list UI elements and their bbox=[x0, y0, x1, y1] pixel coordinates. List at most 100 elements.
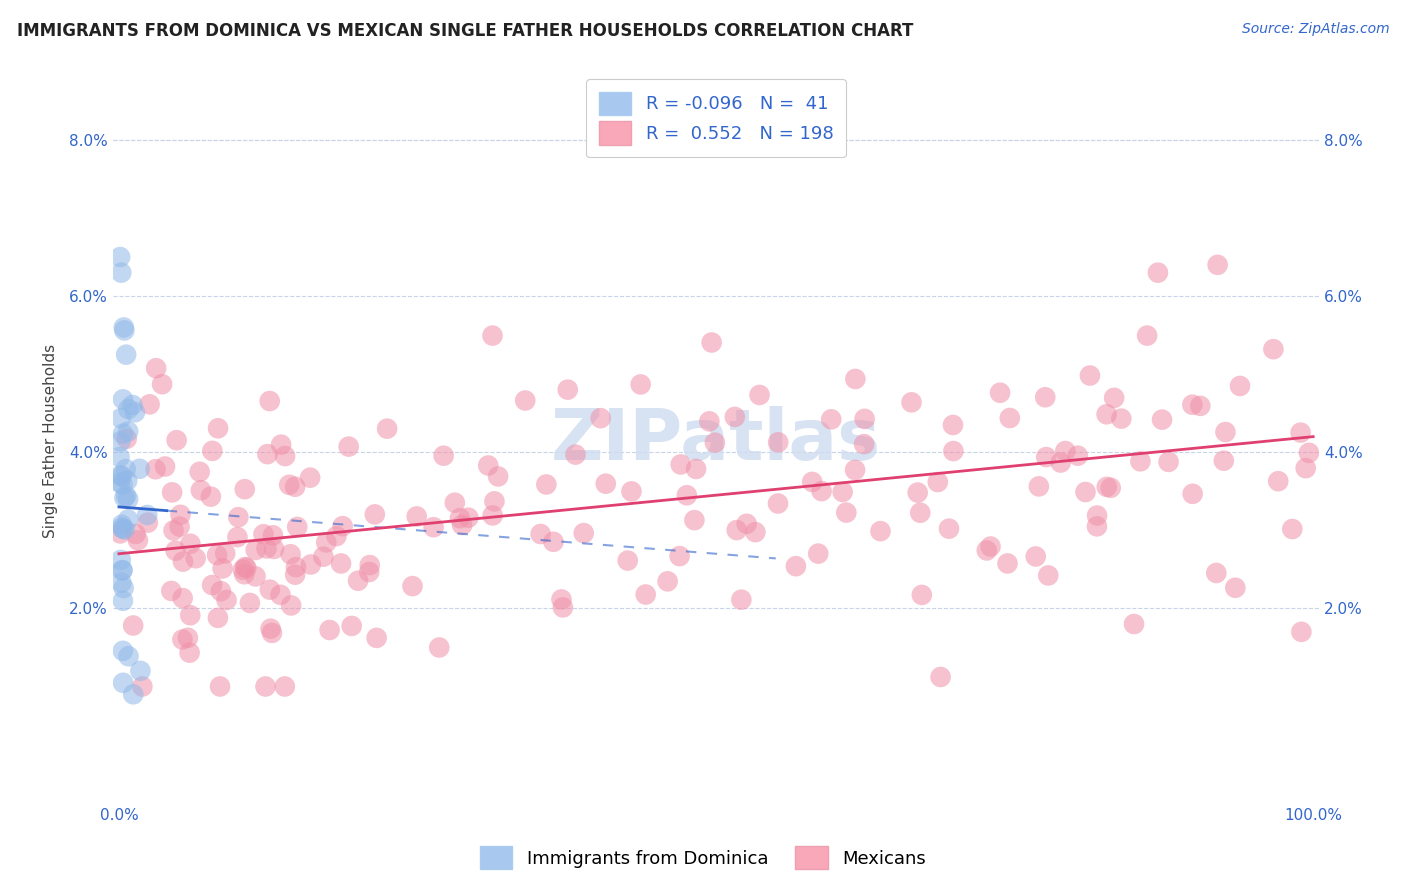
Point bbox=[299, 558, 322, 572]
Point bbox=[111, 563, 134, 577]
Point bbox=[215, 593, 238, 607]
Point bbox=[988, 385, 1011, 400]
Point bbox=[530, 527, 553, 541]
Point bbox=[108, 475, 131, 490]
Point bbox=[315, 535, 337, 549]
Point bbox=[121, 398, 143, 412]
Point bbox=[1189, 399, 1212, 413]
Point bbox=[724, 409, 747, 424]
Point bbox=[1038, 568, 1060, 582]
Point bbox=[179, 537, 201, 551]
Point bbox=[1136, 328, 1159, 343]
Legend: Immigrants from Dominica, Mexicans: Immigrants from Dominica, Mexicans bbox=[471, 838, 935, 879]
Point bbox=[115, 489, 138, 503]
Point bbox=[938, 522, 960, 536]
Point bbox=[1095, 480, 1118, 494]
Point bbox=[208, 680, 231, 694]
Point bbox=[1181, 487, 1204, 501]
Point bbox=[110, 553, 132, 567]
Point bbox=[1085, 508, 1108, 523]
Point bbox=[359, 565, 381, 579]
Point bbox=[630, 377, 652, 392]
Point bbox=[112, 581, 135, 595]
Point bbox=[172, 555, 194, 569]
Point bbox=[1129, 454, 1152, 468]
Point bbox=[188, 465, 211, 479]
Point bbox=[111, 469, 134, 483]
Point bbox=[259, 582, 281, 597]
Point bbox=[274, 449, 297, 463]
Point bbox=[730, 592, 752, 607]
Point bbox=[515, 393, 537, 408]
Point bbox=[744, 525, 766, 540]
Point bbox=[128, 462, 150, 476]
Point bbox=[1028, 479, 1050, 493]
Point bbox=[477, 458, 499, 473]
Point bbox=[233, 482, 256, 496]
Point bbox=[1263, 342, 1285, 356]
Point bbox=[910, 506, 932, 520]
Point bbox=[1025, 549, 1047, 564]
Point bbox=[318, 623, 340, 637]
Point bbox=[211, 561, 233, 575]
Point bbox=[1289, 425, 1312, 440]
Point bbox=[165, 543, 187, 558]
Point bbox=[122, 687, 145, 701]
Point bbox=[766, 496, 789, 510]
Point bbox=[364, 508, 387, 522]
Point bbox=[256, 447, 278, 461]
Point bbox=[122, 618, 145, 632]
Point bbox=[124, 405, 146, 419]
Point bbox=[179, 646, 201, 660]
Point bbox=[114, 523, 136, 537]
Point bbox=[209, 584, 232, 599]
Text: Source: ZipAtlas.com: Source: ZipAtlas.com bbox=[1241, 22, 1389, 37]
Point bbox=[169, 508, 191, 522]
Point bbox=[550, 592, 572, 607]
Point bbox=[111, 521, 134, 535]
Point bbox=[270, 438, 292, 452]
Point bbox=[127, 533, 149, 548]
Point bbox=[160, 485, 183, 500]
Point bbox=[375, 422, 398, 436]
Point bbox=[285, 560, 308, 574]
Point bbox=[801, 475, 824, 489]
Point bbox=[214, 546, 236, 560]
Point bbox=[997, 557, 1019, 571]
Point bbox=[1085, 519, 1108, 533]
Point bbox=[616, 553, 638, 567]
Point bbox=[1033, 390, 1056, 404]
Point bbox=[427, 640, 450, 655]
Point bbox=[110, 468, 132, 483]
Point bbox=[481, 328, 503, 343]
Point bbox=[725, 523, 748, 537]
Legend: R = -0.096   N =  41, R =  0.552   N = 198: R = -0.096 N = 41, R = 0.552 N = 198 bbox=[586, 79, 846, 157]
Text: ZIPatlas: ZIPatlas bbox=[551, 406, 882, 475]
Point bbox=[108, 526, 131, 541]
Point bbox=[201, 578, 224, 592]
Point bbox=[451, 518, 474, 533]
Point bbox=[766, 435, 789, 450]
Point bbox=[911, 588, 934, 602]
Point bbox=[1206, 258, 1229, 272]
Point bbox=[669, 458, 692, 472]
Point bbox=[668, 549, 690, 563]
Point bbox=[443, 496, 465, 510]
Point bbox=[572, 526, 595, 541]
Point bbox=[401, 579, 423, 593]
Point bbox=[299, 470, 322, 484]
Point bbox=[457, 510, 479, 524]
Point bbox=[1099, 481, 1122, 495]
Point bbox=[112, 491, 135, 505]
Point bbox=[853, 437, 876, 451]
Point bbox=[634, 587, 657, 601]
Point bbox=[869, 524, 891, 538]
Point bbox=[942, 417, 965, 432]
Point bbox=[325, 529, 347, 543]
Point bbox=[252, 527, 274, 541]
Point bbox=[110, 434, 132, 449]
Point bbox=[366, 631, 388, 645]
Point bbox=[785, 559, 807, 574]
Point bbox=[433, 449, 456, 463]
Point bbox=[172, 591, 194, 606]
